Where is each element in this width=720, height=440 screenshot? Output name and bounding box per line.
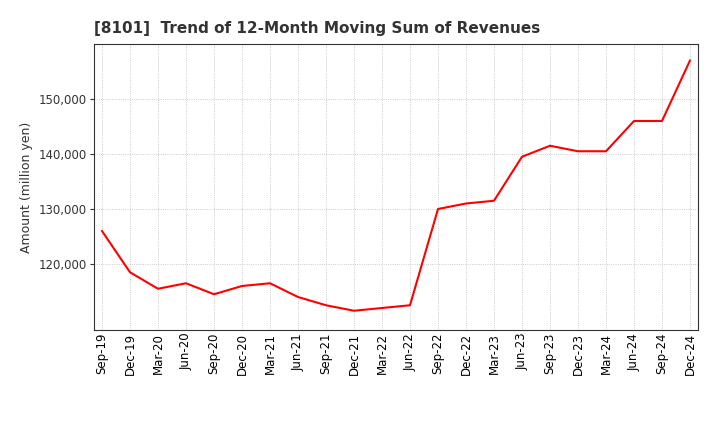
Y-axis label: Amount (million yen): Amount (million yen) — [20, 121, 33, 253]
Text: [8101]  Trend of 12-Month Moving Sum of Revenues: [8101] Trend of 12-Month Moving Sum of R… — [94, 21, 540, 36]
